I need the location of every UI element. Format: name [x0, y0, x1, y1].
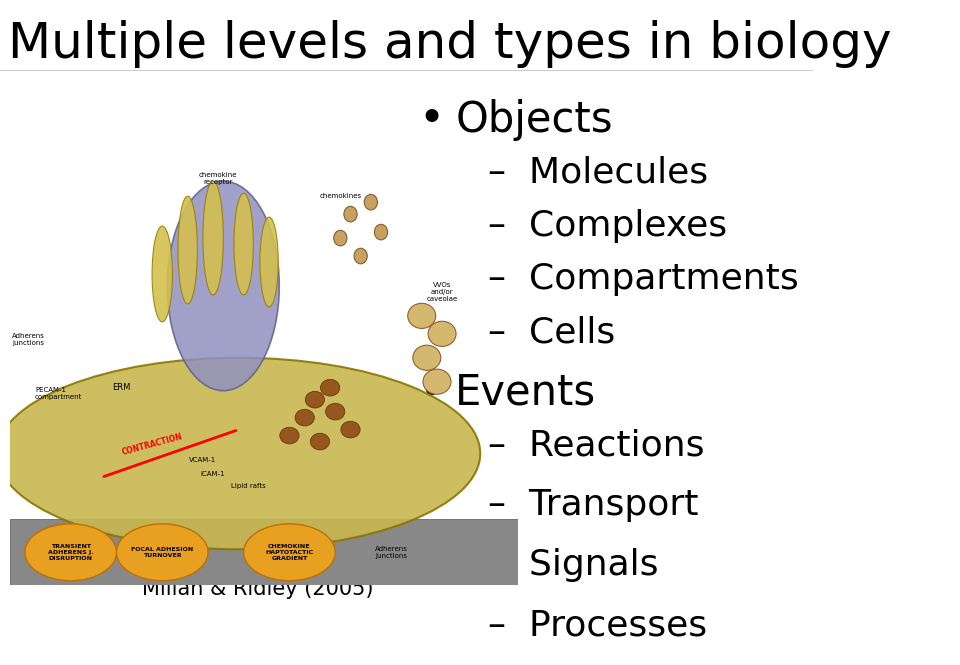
Ellipse shape — [408, 303, 436, 329]
Ellipse shape — [260, 217, 278, 307]
Circle shape — [334, 230, 347, 246]
Text: ICAM-1: ICAM-1 — [201, 471, 226, 477]
Text: chemokines: chemokines — [320, 193, 361, 200]
Text: •: • — [419, 98, 444, 141]
Text: –  Complexes: – Complexes — [488, 209, 727, 243]
Text: Lipid rafts: Lipid rafts — [231, 483, 266, 489]
Circle shape — [374, 224, 388, 240]
Ellipse shape — [321, 379, 340, 396]
Text: Millán & Ridley (2005): Millán & Ridley (2005) — [142, 578, 373, 599]
Text: Objects: Objects — [455, 98, 612, 141]
Text: CONTRACTION: CONTRACTION — [121, 432, 183, 457]
Text: –  Transport: – Transport — [488, 488, 698, 523]
Text: VCAM-1: VCAM-1 — [189, 456, 217, 463]
Text: Adherens
Junctions: Adherens Junctions — [374, 546, 408, 559]
Circle shape — [344, 206, 357, 222]
Circle shape — [354, 248, 368, 264]
Text: –  Signals: – Signals — [488, 548, 659, 583]
Ellipse shape — [234, 193, 253, 295]
Text: Adherens
junctions: Adherens junctions — [12, 333, 45, 346]
Ellipse shape — [423, 369, 451, 394]
Text: –  Compartments: – Compartments — [488, 262, 799, 297]
Ellipse shape — [0, 358, 480, 549]
Ellipse shape — [413, 345, 441, 370]
Ellipse shape — [178, 196, 198, 304]
Text: FOCAL ADHESION
TURNOVER: FOCAL ADHESION TURNOVER — [132, 547, 193, 558]
FancyBboxPatch shape — [10, 519, 518, 585]
Ellipse shape — [341, 421, 360, 438]
Text: Multiple levels and types in biology: Multiple levels and types in biology — [8, 20, 892, 68]
Ellipse shape — [203, 181, 224, 295]
Ellipse shape — [305, 391, 324, 408]
Ellipse shape — [310, 433, 329, 450]
Ellipse shape — [279, 427, 300, 444]
Ellipse shape — [167, 181, 279, 390]
Ellipse shape — [152, 226, 173, 322]
Text: ERM: ERM — [112, 383, 131, 392]
Circle shape — [364, 194, 377, 210]
Text: VVOs
and/or
caveolae: VVOs and/or caveolae — [426, 282, 458, 302]
Ellipse shape — [25, 524, 116, 581]
Text: CHEMOKINE
HAPTOTACTIC
GRADIENT: CHEMOKINE HAPTOTACTIC GRADIENT — [265, 544, 314, 561]
Ellipse shape — [295, 409, 314, 426]
Text: PECAM-1
compartment: PECAM-1 compartment — [36, 387, 83, 400]
Text: –  Processes: – Processes — [488, 608, 707, 642]
Text: chemokine
receptor: chemokine receptor — [199, 172, 237, 185]
Text: –  Reactions: – Reactions — [488, 428, 705, 463]
Ellipse shape — [428, 321, 456, 346]
Text: –  Cells: – Cells — [488, 315, 615, 350]
Text: –  Molecules: – Molecules — [488, 156, 708, 190]
Text: •: • — [419, 371, 444, 414]
Text: Events: Events — [455, 371, 596, 414]
Ellipse shape — [244, 524, 335, 581]
Text: TRANSIENT
ADHERENS J.
DISRUPTION: TRANSIENT ADHERENS J. DISRUPTION — [48, 544, 93, 561]
Ellipse shape — [116, 524, 208, 581]
Ellipse shape — [325, 403, 345, 420]
